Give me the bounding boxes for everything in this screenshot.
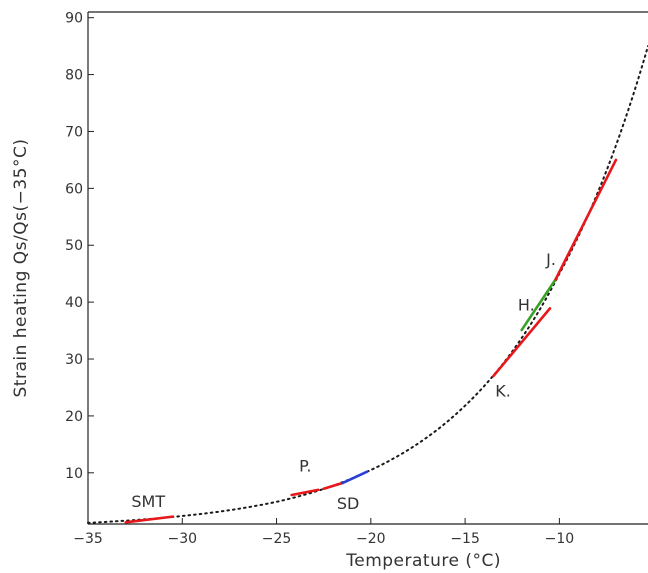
y-tick-label: 90	[65, 11, 83, 27]
x-tick-label: −20	[356, 531, 386, 547]
plot-frame	[87, 11, 648, 525]
y-tick-label: 70	[65, 124, 83, 140]
y-tick-label: 10	[65, 466, 83, 482]
observation-segment	[554, 158, 618, 281]
observation-segment	[322, 481, 344, 491]
y-tick-label: 40	[65, 295, 83, 311]
y-tick-label: 80	[65, 68, 83, 84]
site-label: SMT	[131, 492, 165, 511]
observation-segment	[124, 515, 175, 524]
x-tick-label: −25	[262, 531, 292, 547]
x-tick-label: −30	[168, 531, 198, 547]
site-label: P.	[299, 457, 311, 476]
y-tick-label: 60	[65, 181, 83, 197]
y-tick-label: 20	[65, 409, 83, 425]
site-label: J.	[545, 250, 556, 269]
y-axis-title: Strain heating Qs/Qs(−35°C)	[11, 139, 31, 398]
observation-segment	[341, 470, 369, 485]
y-tick-label: 50	[65, 238, 83, 254]
x-axis: −35 −30 −25 −20 −15 −10	[73, 518, 574, 547]
y-axis: 10 20 30 40 50 60 70 80 90	[65, 11, 94, 482]
x-axis-title: Temperature (°C)	[345, 551, 501, 571]
model-curve-path	[87, 45, 648, 524]
observation-segments	[124, 158, 618, 524]
x-tick-label: −10	[545, 531, 575, 547]
site-label: K.	[495, 382, 511, 401]
observation-segment	[520, 278, 557, 332]
dotted-model-curve	[87, 45, 648, 524]
observation-segment	[290, 488, 320, 497]
observation-segment	[492, 307, 552, 378]
site-label: SD	[337, 494, 359, 513]
y-tick-label: 30	[65, 352, 83, 368]
x-tick-label: −15	[450, 531, 480, 547]
site-label: H.	[518, 296, 535, 315]
site-annotations: SMT P. SD H. J. K.	[131, 250, 556, 513]
x-tick-label: −35	[73, 531, 103, 547]
